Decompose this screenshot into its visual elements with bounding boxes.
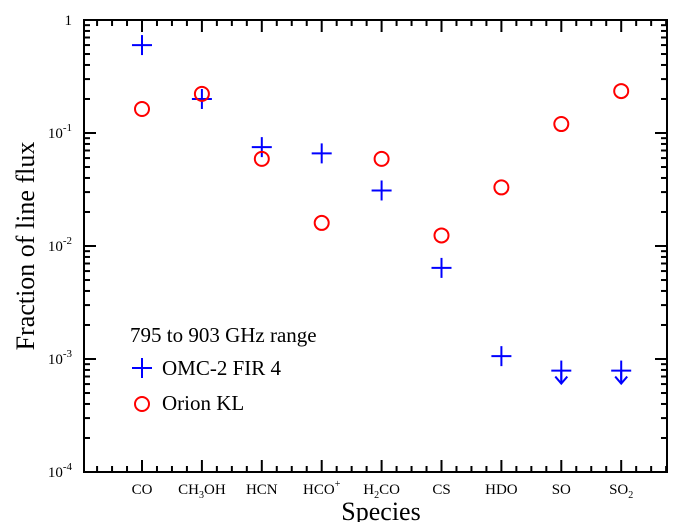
x-tick-label: HDO [485,482,518,498]
x-tick-label: H2CO [363,482,400,501]
x-tick-label: SO2 [609,482,633,501]
x-tick-labels: CO CH3OH HCN HCO+ H2CO CS HDO SO SO2 [132,479,634,501]
axis-ticks [84,19,668,473]
y-tick-label: 10-4 [48,461,73,481]
y-tick-label: 10-2 [48,235,72,255]
data-point-orion-kl [493,179,510,196]
y-tick-label: 10-3 [48,348,73,368]
x-tick-label: HCO+ [303,479,341,498]
data-marks [132,35,632,386]
legend-circle-icon [134,396,150,412]
y-tick-label: 10-1 [48,122,72,142]
data-point-orion-kl [433,227,450,244]
data-point-orion-kl [134,101,150,118]
data-point-orion-kl [313,214,330,231]
data-point-orion-kl [373,150,390,167]
data-point-omc2-fir4 [371,180,392,201]
data-point-orion-kl [553,116,570,133]
legend-circle-marker [134,396,150,412]
data-point-omc2-fir4 [191,88,212,109]
legend-plus-marker [132,358,152,378]
legend-series-2-label: Orion KL [162,391,244,415]
legend-series-1-label: OMC-2 FIR 4 [162,356,282,380]
data-point-orion-kl [613,83,630,100]
y-tick-labels: 1 10-1 10-2 10-3 10-4 [48,13,73,481]
legend-title: 795 to 903 GHz range [130,323,317,347]
data-point-omc2-fir4 [311,143,332,164]
x-axis-label: Species [341,497,420,522]
data-point-omc2-fir4 [431,257,452,278]
x-tick-label: CH3OH [178,482,226,501]
x-tick-label: HCN [246,482,278,498]
data-point-orion-kl [193,85,210,102]
data-point-orion-kl [253,150,270,167]
legend-plus-icon [132,358,152,378]
upper-limit-arrow [614,370,628,386]
upper-limit-arrow [554,370,569,386]
x-tick-label: CO [132,482,153,498]
x-tick-label: SO [552,482,571,498]
y-axis-label: Fraction of line flux [11,142,40,351]
y-tick-label: 1 [65,13,73,29]
x-tick-label: CS [432,482,450,498]
data-point-omc2-fir4 [491,346,512,367]
data-point-omc2-fir4 [251,137,272,158]
legend: 795 to 903 GHz range OMC-2 FIR 4 Orion K… [130,323,317,415]
data-point-omc2-fir4 [132,35,152,56]
